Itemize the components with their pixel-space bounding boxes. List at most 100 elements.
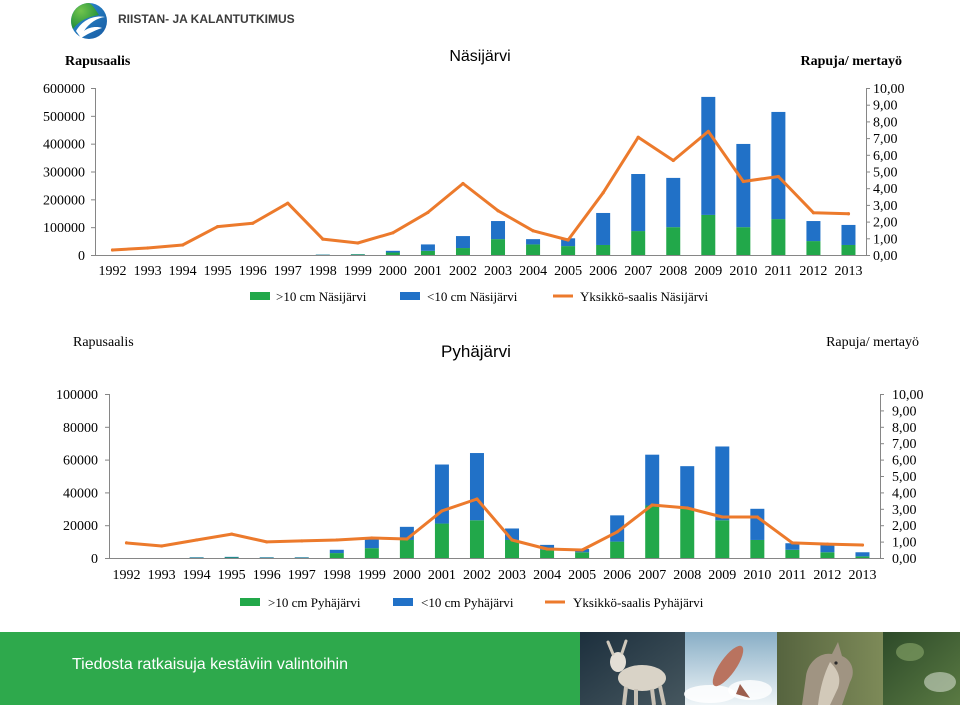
x-tick-label-2002: 2002 xyxy=(463,568,491,583)
bar-over-10cm-2007 xyxy=(645,505,660,558)
x-tick-label-1995: 1995 xyxy=(204,264,232,279)
bar-under-10cm-1995 xyxy=(224,556,239,558)
y2-tick-label: 9,00 xyxy=(892,404,917,419)
footer-bar: Tiedosta ratkaisuja kestäviin valintoihi… xyxy=(0,632,960,705)
point-catch-per-unit-2000 xyxy=(405,537,409,541)
x-tick-label-2013: 2013 xyxy=(848,568,876,583)
bar-over-10cm-2001 xyxy=(420,250,435,255)
logo-icon xyxy=(71,3,107,39)
point-catch-per-unit-2007 xyxy=(636,135,640,139)
point-catch-per-unit-1996 xyxy=(265,540,269,544)
x-tick-label-1995: 1995 xyxy=(218,568,246,583)
bar-under-10cm-2001 xyxy=(420,244,435,251)
y2-tick-label: 8,00 xyxy=(892,421,917,436)
x-tick-label-1999: 1999 xyxy=(358,568,386,583)
y2-tick-label: 9,00 xyxy=(873,99,898,114)
x-tick-label-1998: 1998 xyxy=(309,264,337,279)
x-tick-label-2000: 2000 xyxy=(379,264,407,279)
y2-tick-label: 4,00 xyxy=(873,182,898,197)
x-tick-label-2012: 2012 xyxy=(813,568,841,583)
x-tick-label-2007: 2007 xyxy=(638,568,666,583)
legend-swatch-under-10cm xyxy=(393,598,413,606)
logo-wordmark: RIISTAN- JA KALANTUTKIMUS xyxy=(118,12,295,26)
point-catch-per-unit-2009 xyxy=(720,515,724,519)
point-catch-per-unit-1999 xyxy=(370,536,374,540)
point-catch-per-unit-2000 xyxy=(391,231,395,235)
point-catch-per-unit-2006 xyxy=(615,530,619,534)
pyhajarvi-chart: 0 20000 40000 60000 80000 100000 0,001,00 2,003… xyxy=(56,388,924,610)
bar-under-10cm-2007 xyxy=(631,174,646,232)
bar-over-10cm-2000 xyxy=(399,539,414,558)
point-catch-per-unit-2013 xyxy=(860,543,865,547)
y2-tick-label: 7,00 xyxy=(892,437,917,452)
x-tick-label-2012: 2012 xyxy=(799,264,827,279)
y2-tick-label: 3,00 xyxy=(892,503,917,518)
bar-under-10cm-2012 xyxy=(806,221,821,242)
point-catch-per-unit-2013 xyxy=(846,212,851,216)
x-tick-label-1996: 1996 xyxy=(239,264,267,279)
point-catch-per-unit-2002 xyxy=(475,497,479,501)
y2-tick-label: 3,00 xyxy=(873,199,898,214)
y-tick-label: 0 xyxy=(91,552,98,567)
y2-tick-label: 4,00 xyxy=(892,486,917,501)
legend-swatch-over-10cm xyxy=(250,292,270,300)
x-tick-label-2009: 2009 xyxy=(694,264,722,279)
x-tick-label-2007: 2007 xyxy=(624,264,652,279)
bar-under-10cm-2011 xyxy=(771,111,786,220)
legend-label-catch-per-unit: Yksikkö-saalis Näsijärvi xyxy=(580,289,709,304)
point-catch-per-unit-2012 xyxy=(811,211,816,215)
bar-under-10cm-2008 xyxy=(666,177,681,228)
bar-over-10cm-2002 xyxy=(455,248,470,255)
bar-under-10cm-1998 xyxy=(329,549,344,554)
x-tick-label-2003: 2003 xyxy=(498,568,526,583)
point-catch-per-unit-2012 xyxy=(825,542,830,546)
legend-item-catch-per-unit: Yksikkö-saalis Pyhäjärvi xyxy=(545,595,704,610)
bar-over-10cm-2008 xyxy=(680,508,695,558)
x-tick-label-2013: 2013 xyxy=(834,264,862,279)
bar-under-10cm-1999 xyxy=(364,538,379,549)
point-catch-per-unit-1998 xyxy=(335,538,339,542)
pyhajarvi-left-axis-title: Rapusaalis xyxy=(73,335,134,350)
y-tick-label: 20000 xyxy=(63,519,98,534)
y2-tick-label: 5,00 xyxy=(873,166,898,181)
legend-item-under-10cm: <10 cm Näsijärvi xyxy=(400,289,518,304)
bar-over-10cm-2004 xyxy=(526,244,541,255)
x-tick-label-2004: 2004 xyxy=(533,568,561,583)
bar-under-10cm-2010 xyxy=(750,508,765,540)
x-tick-label-2006: 2006 xyxy=(589,264,617,279)
point-catch-per-unit-1999 xyxy=(356,241,360,245)
point-catch-per-unit-2011 xyxy=(776,174,780,179)
bar-under-10cm-2007 xyxy=(645,454,660,506)
line-catch-per-unit xyxy=(111,129,850,252)
bar-over-10cm-2013 xyxy=(855,556,870,558)
bar-over-10cm-2001 xyxy=(434,523,449,558)
y2-tick-label: 6,00 xyxy=(892,454,917,469)
bar-under-10cm-2006 xyxy=(596,212,611,245)
bar-over-10cm-2008 xyxy=(666,227,681,255)
point-catch-per-unit-2001 xyxy=(440,509,444,513)
y2-tick-label: 2,00 xyxy=(892,519,917,534)
x-tick-label-1992: 1992 xyxy=(113,568,141,583)
point-catch-per-unit-1992 xyxy=(124,541,129,545)
y-tick-label: 0 xyxy=(78,249,85,264)
legend-label-over-10cm: >10 cm Näsijärvi xyxy=(276,289,367,304)
footer-photo-strip xyxy=(580,632,960,705)
x-tick-label-2005: 2005 xyxy=(568,568,596,583)
x-tick-label-1994: 1994 xyxy=(183,568,211,583)
footer-slogan: Tiedosta ratkaisuja kestäviin valintoihi… xyxy=(72,656,348,673)
x-tick-label-1998: 1998 xyxy=(323,568,351,583)
x-tick-label-2008: 2008 xyxy=(659,264,687,279)
point-catch-per-unit-1994 xyxy=(181,243,185,247)
bar-over-10cm-2009 xyxy=(701,214,716,255)
point-catch-per-unit-2005 xyxy=(580,548,584,552)
bar-under-10cm-2012 xyxy=(820,544,835,553)
bar-over-10cm-2005 xyxy=(575,552,590,558)
point-catch-per-unit-1998 xyxy=(321,237,325,241)
x-tick-label-1992: 1992 xyxy=(99,264,127,279)
x-tick-label-2002: 2002 xyxy=(449,264,477,279)
x-tick-label-2008: 2008 xyxy=(673,568,701,583)
bar-over-10cm-2002 xyxy=(469,520,484,558)
bar-over-10cm-2011 xyxy=(785,549,800,558)
x-tick-label-1997: 1997 xyxy=(274,264,302,279)
x-tick-label-2001: 2001 xyxy=(428,568,456,583)
